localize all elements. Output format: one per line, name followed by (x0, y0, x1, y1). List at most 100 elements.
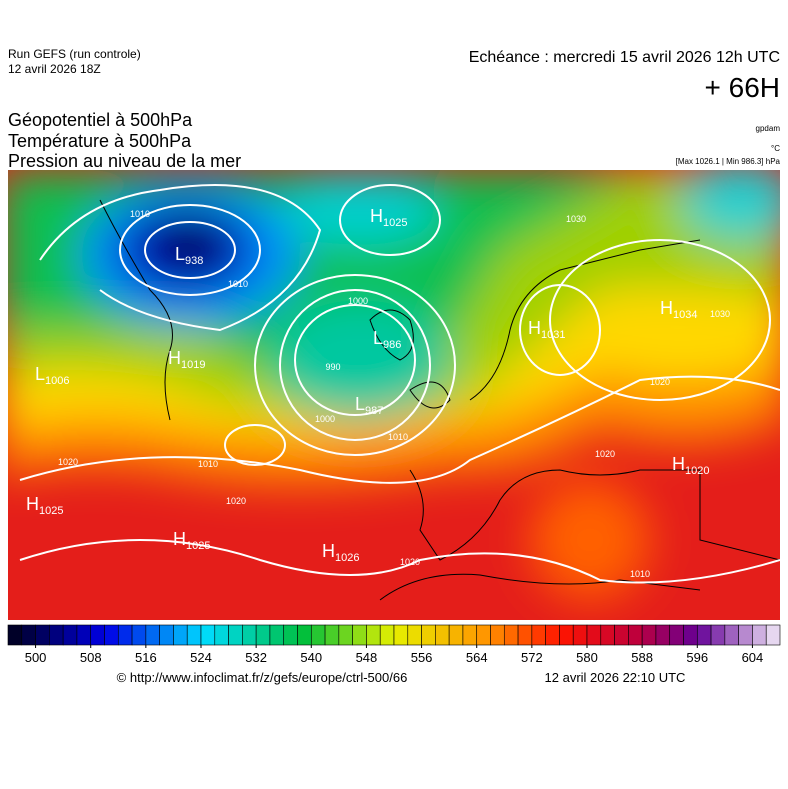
center-value: 938 (185, 255, 203, 267)
colorbar-box (255, 624, 271, 646)
colorbar-box (186, 624, 202, 646)
center-kind: L (35, 364, 45, 384)
colorbar-tick-label: 556 (411, 650, 433, 665)
colorbar-box (490, 624, 505, 646)
colorbar-box (683, 624, 698, 646)
colorbar-box (21, 624, 36, 646)
isobar-label: 1010 (228, 279, 248, 289)
lead-time: + 66H (705, 72, 781, 103)
colorbar-box (448, 624, 464, 646)
colorbar-box (366, 624, 381, 646)
center-kind: H (370, 206, 383, 226)
legend-line: Température à 500hPa (8, 131, 192, 151)
colorbar-box (628, 624, 643, 646)
run-label: Run GEFS (run controle) (8, 47, 141, 61)
colorbar-box (710, 624, 726, 646)
colorbar-tick-label: 532 (245, 650, 267, 665)
colorbar-tick-label: 508 (80, 650, 102, 665)
colorbar-tick-label: 580 (576, 650, 598, 665)
center-kind: L (175, 244, 185, 264)
colorbar-box (435, 624, 450, 646)
colorbar-box (338, 624, 353, 646)
isobar-label: 990 (325, 362, 340, 372)
colorbar-box (462, 624, 478, 646)
colorbar-tick-label: 500 (25, 650, 47, 665)
colorbar-box (476, 624, 491, 646)
colorbar-box (90, 624, 105, 646)
center-kind: H (173, 529, 186, 549)
colorbar-box (572, 624, 588, 646)
center-value: 987 (365, 405, 383, 417)
pressure-center: H1020 (672, 454, 709, 477)
colorbar-tick-label: 548 (356, 650, 378, 665)
colorbar-box (559, 624, 574, 646)
valid-time: Echéance : mercredi 15 avril 2026 12h UT… (469, 49, 780, 66)
pressure-center: L987 (355, 394, 383, 417)
colorbar-box (655, 624, 671, 646)
center-kind: L (355, 394, 365, 414)
isobar-label: 1030 (566, 214, 586, 224)
isobar-label: 1020 (58, 457, 78, 467)
center-kind: H (528, 318, 541, 338)
colorbar-box (228, 624, 243, 646)
pressure-center: H1025 (370, 206, 407, 229)
generated-time: 12 avril 2026 22:10 UTC (545, 670, 686, 685)
map: H1025L938L986L987H1019L1006H1031H1034H10… (8, 170, 780, 620)
isobar-label: 1000 (348, 296, 368, 306)
colorbar-box (641, 624, 657, 646)
colorbar-box (62, 624, 78, 646)
colorbar-box (310, 624, 326, 646)
pressure-center: H1034 (660, 298, 697, 321)
colorbar-box (49, 624, 64, 646)
colorbar-box (173, 624, 188, 646)
pressure-center: H1031 (528, 318, 565, 341)
colorbar-tick-label: 564 (466, 650, 488, 665)
colorbar-tick-label: 572 (521, 650, 543, 665)
center-value: 1034 (673, 309, 697, 321)
colorbar-tick-label: 588 (631, 650, 653, 665)
center-kind: H (26, 494, 39, 514)
colorbar-tick-label: 516 (135, 650, 157, 665)
colorbar-box (393, 624, 409, 646)
colorbar-box (269, 624, 285, 646)
isobar-label: 1030 (710, 309, 730, 319)
center-kind: H (322, 541, 335, 561)
isobar-label: 1010 (130, 209, 150, 219)
center-value: 1031 (541, 329, 565, 341)
isobar-label: 1010 (198, 459, 218, 469)
colorbar-box (545, 624, 560, 646)
colorbar-box (379, 624, 395, 646)
colorbar-box (531, 624, 546, 646)
isobar-label: 1010 (388, 432, 408, 442)
colorbar-box (214, 624, 229, 646)
colorbar-box (283, 624, 298, 646)
colorbar-box (738, 624, 753, 646)
center-kind: H (672, 454, 685, 474)
center-value: 1026 (335, 552, 359, 564)
isobar-label: 1020 (400, 557, 420, 567)
colorbar-tick-label: 596 (686, 650, 708, 665)
center-value: 1025 (186, 540, 210, 552)
colorbar-box (724, 624, 739, 646)
center-kind: H (168, 348, 181, 368)
source: © http://www.infoclimat.fr/z/gefs/europe… (117, 670, 408, 685)
colorbar-box (696, 624, 712, 646)
colorbar: 500 508 516 524 532 540 548 556 564 572 580 588 596 6… (7, 624, 781, 665)
colorbar-box (517, 624, 533, 646)
isobar-label: 1000 (315, 414, 335, 424)
colorbar-box (586, 624, 602, 646)
colorbar-box (35, 624, 50, 646)
unit-temperature: °C (771, 144, 780, 153)
colorbar-box (76, 624, 92, 646)
pressure-center: L986 (373, 328, 401, 351)
center-kind: H (660, 298, 673, 318)
colorbar-tick-label: 604 (742, 650, 764, 665)
pressure-range: [Max 1026.1 | Min 986.3] hPa (676, 157, 781, 166)
center-value: 1025 (39, 505, 63, 517)
pressure-center: H1025 (173, 529, 210, 552)
colorbar-box (117, 624, 133, 646)
colorbar-box (421, 624, 436, 646)
colorbar-box (7, 624, 23, 646)
legend-line: Pression au niveau de la mer (8, 151, 241, 171)
colorbar-box (600, 624, 615, 646)
